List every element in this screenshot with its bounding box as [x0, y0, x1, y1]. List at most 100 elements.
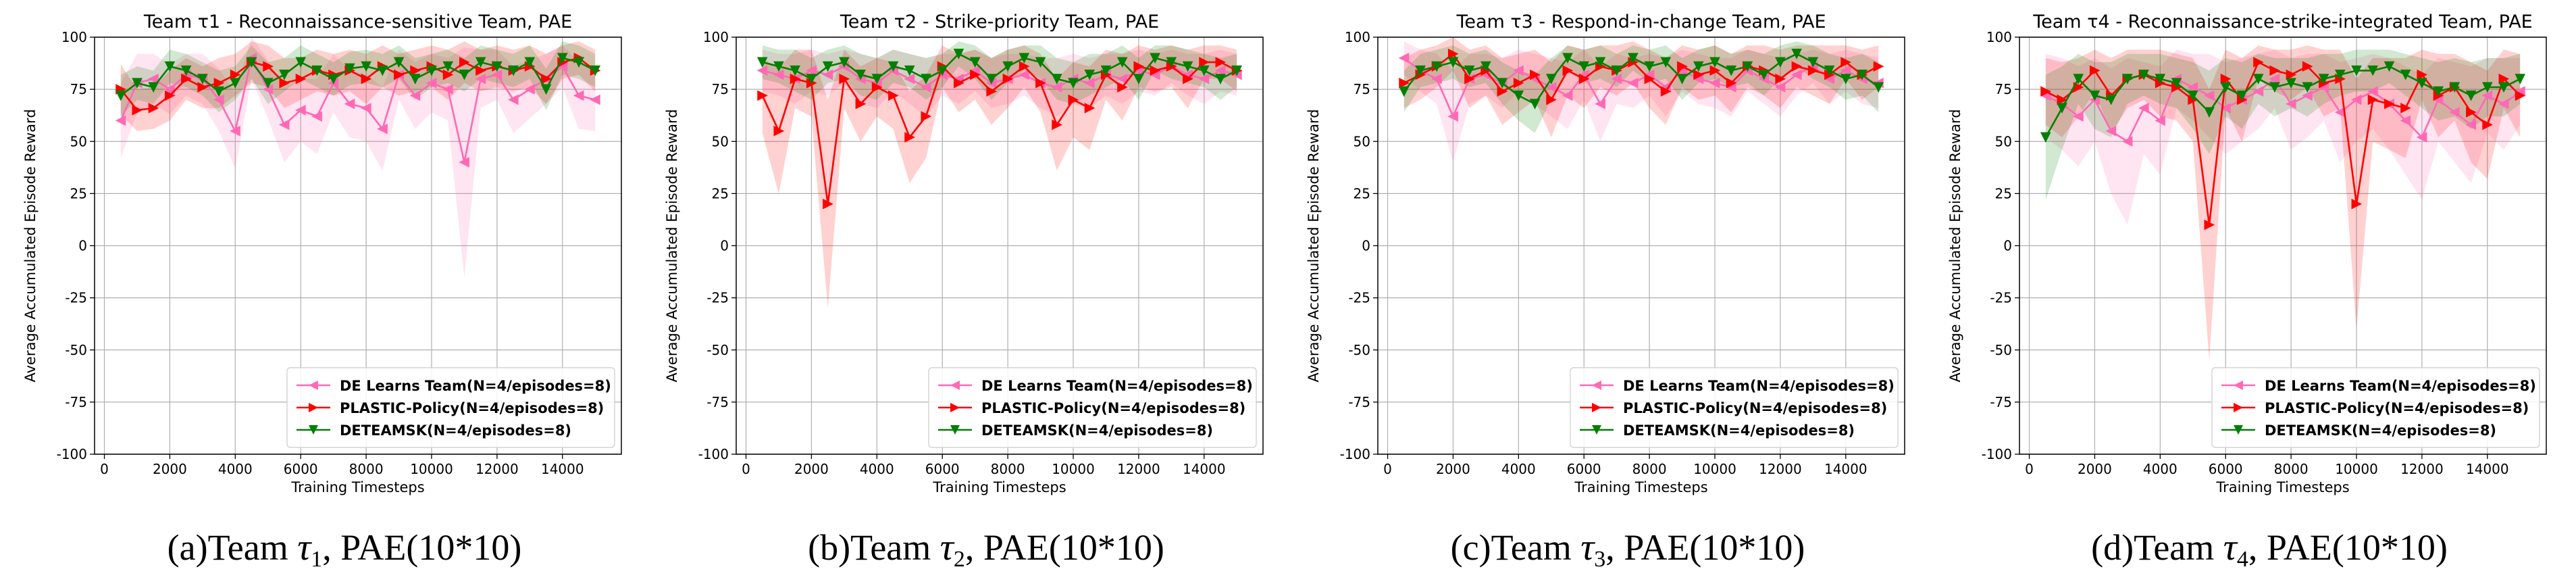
series-3-point [2351, 65, 2362, 76]
series-1-confidence-band [762, 49, 1237, 117]
series-1-point [756, 65, 768, 76]
series-3-point [2105, 95, 2117, 105]
series-2-point [2269, 65, 2281, 76]
series-2-point [230, 69, 241, 80]
series-2-point [1677, 61, 1688, 72]
series-3-point [426, 65, 437, 76]
x-tick-label: 14000 [1183, 461, 1226, 477]
y-tick-label: -75 [706, 394, 729, 410]
series-3-point [1231, 65, 1243, 76]
legend-box [928, 367, 1257, 448]
series-1-point [1398, 53, 1410, 64]
x-tick-label: 0 [2025, 461, 2034, 477]
y-tick-label: 75 [1354, 81, 1370, 97]
series-1-point [2302, 90, 2313, 101]
series-3-point [279, 70, 290, 80]
caption-tau-symbol: τ [940, 527, 955, 568]
series-1-point [1513, 65, 1524, 76]
series-3-point [1693, 61, 1704, 72]
legend-label: PLASTIC-Policy(N=4/episodes=8) [340, 400, 604, 416]
series-3-point [904, 65, 915, 76]
series-3-point [1644, 61, 1655, 72]
series-3-point [180, 65, 192, 76]
y-tick-label: 25 [1995, 185, 2012, 201]
series-1-point [1019, 69, 1029, 80]
series-2-point [823, 198, 833, 210]
series-2-point [442, 69, 454, 80]
y-tick-label: -50 [1990, 342, 2012, 358]
series-1-point [148, 73, 159, 84]
y-axis-label: Average Accumulated Episode Reward [664, 109, 680, 382]
series-1-point [2416, 132, 2427, 143]
series-2-point [2302, 61, 2313, 72]
series-3-point [2187, 90, 2198, 101]
series-2-point [1068, 94, 1079, 105]
x-tick-label: 4000 [2143, 461, 2178, 477]
series-2-point [1807, 65, 1819, 76]
y-tick-label: -50 [706, 342, 729, 358]
series-3-point [986, 74, 997, 84]
y-tick-label: 25 [70, 185, 87, 201]
series-2-point [459, 57, 470, 68]
series-2-point [1215, 57, 1227, 68]
y-tick-label: 100 [1345, 29, 1370, 45]
series-3-confidence-band [2045, 49, 2521, 200]
series-3-point [1726, 65, 1737, 76]
series-3-point [1100, 65, 1112, 76]
y-tick-label: 25 [712, 185, 729, 201]
y-tick-label: -25 [706, 290, 729, 306]
legend-label: PLASTIC-Policy(N=4/episodes=8) [1623, 400, 1887, 416]
caption-subscript: 3 [1594, 547, 1605, 572]
series-2-point [2220, 73, 2232, 84]
panel-caption: (d)Team τ4, PAE(10*10) [2091, 527, 2448, 572]
series-1-point [822, 69, 833, 80]
y-axis-label: Average Accumulated Episode Reward [22, 109, 38, 382]
series-1-point [573, 90, 584, 101]
legend-swatch-marker [2234, 425, 2243, 435]
panel-caption: (c)Team τ3, PAE(10*10) [1451, 527, 1805, 572]
series-3-confidence-band [120, 41, 596, 117]
series-1-point [508, 94, 519, 105]
series-2-point [1873, 61, 1884, 72]
series-1-point [2367, 86, 2378, 97]
series-1-point [773, 69, 784, 80]
x-tick-label: 10000 [2335, 461, 2378, 477]
caption-tau-symbol: τ [2223, 527, 2238, 568]
legend-box [286, 367, 615, 448]
legend-label: DETEAMSK(N=4/episodes=8) [2265, 422, 2496, 439]
series-3-point [1595, 57, 1606, 68]
series-2-confidence-band [1403, 37, 1879, 138]
series-2-point [475, 65, 486, 76]
series-2-point [773, 126, 785, 137]
series-2-point [1709, 65, 1721, 76]
series-2-point [757, 90, 768, 101]
series-2-point [1693, 69, 1704, 80]
series-2-point [410, 65, 421, 76]
x-tick-label: 2000 [794, 461, 829, 477]
series-1-point [2481, 90, 2493, 101]
legend-label: DETEAMSK(N=4/episodes=8) [981, 422, 1213, 439]
series-1-point [904, 73, 915, 84]
x-tick-label: 2000 [1436, 461, 1470, 477]
series-2-point [1497, 86, 1508, 97]
y-tick-label: 0 [1362, 238, 1370, 254]
x-tick-label: 10000 [410, 461, 453, 477]
series-3-point [2498, 82, 2509, 93]
series-3-point [1150, 53, 1160, 64]
series-3-point [1628, 53, 1639, 64]
x-tick-label: 10000 [1693, 461, 1736, 477]
legend-swatch-marker [1592, 381, 1601, 390]
series-3-point [393, 57, 405, 68]
x-tick-label: 4000 [860, 461, 894, 477]
series-1-point [806, 65, 817, 76]
series-1-point [1595, 98, 1605, 109]
series-3-point [1873, 82, 1884, 93]
series-1-point [1214, 65, 1226, 76]
x-tick-label: 14000 [541, 461, 584, 477]
series-1-confidence-band [2045, 49, 2521, 225]
series-3-point [1497, 78, 1508, 89]
series-3-point [344, 63, 355, 74]
x-tick-label: 12000 [2400, 461, 2444, 477]
legend-swatch-marker [309, 425, 318, 435]
series-3-point [937, 65, 948, 76]
